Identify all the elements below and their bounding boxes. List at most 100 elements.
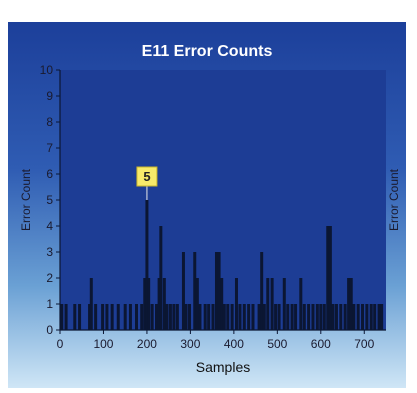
bar <box>64 304 68 330</box>
y-tick-label: 9 <box>46 89 53 103</box>
bar <box>217 252 221 330</box>
peak-annotation: 5 <box>136 166 158 200</box>
bar <box>198 304 202 330</box>
y-ticks-group: 0 1 2 3 4 5 6 7 8 9 10 <box>40 63 60 337</box>
x-ticks-group: 0 100 200 300 400 500 600 700 <box>57 330 375 351</box>
bar <box>352 304 356 330</box>
y-tick-label: 3 <box>46 245 53 259</box>
annotation-label: 5 <box>143 169 150 184</box>
y-tick-label: 8 <box>46 115 53 129</box>
bar <box>188 304 192 330</box>
x-axis-label: Samples <box>196 359 250 375</box>
bar <box>315 304 319 330</box>
bar <box>290 304 294 330</box>
y-tick-label: 1 <box>46 297 53 311</box>
bar <box>307 304 311 330</box>
y-tick-label: 6 <box>46 167 53 181</box>
x-tick-label: 600 <box>311 337 331 351</box>
y-axis-label-right: Error Count <box>387 168 401 231</box>
y-tick-label: 5 <box>46 193 53 207</box>
bar <box>356 304 360 330</box>
bar <box>135 304 138 330</box>
bar <box>299 278 303 330</box>
y-tick-label: 7 <box>46 141 53 155</box>
bar <box>195 278 199 330</box>
bar <box>168 304 172 330</box>
bar <box>175 304 179 330</box>
y-tick-label: 0 <box>46 323 53 337</box>
bar <box>101 304 105 330</box>
bars-group <box>60 200 384 330</box>
bar <box>143 278 147 330</box>
bar <box>128 304 132 330</box>
bar <box>260 252 264 330</box>
y-tick-label: 4 <box>46 219 53 233</box>
y-tick-label: 2 <box>46 271 53 285</box>
bar <box>159 226 163 330</box>
bar <box>377 304 381 330</box>
bar <box>347 278 351 330</box>
bar <box>369 304 373 330</box>
bar <box>162 278 166 330</box>
bar <box>147 278 151 330</box>
bar <box>193 252 197 330</box>
bar <box>274 304 278 330</box>
bar <box>326 226 330 330</box>
bar <box>294 304 298 330</box>
bar <box>220 278 224 330</box>
x-tick-label: 400 <box>224 337 244 351</box>
error-count-chart: E11 Error Counts 0 1 2 3 4 5 6 7 8 9 10 0 100 200 300… <box>19 43 401 375</box>
bar <box>302 304 306 330</box>
bar <box>89 278 93 330</box>
x-tick-label: 0 <box>57 337 64 351</box>
bar <box>172 304 176 330</box>
bar <box>349 278 353 330</box>
x-tick-label: 100 <box>93 337 113 351</box>
bar <box>319 304 323 330</box>
bar <box>157 278 161 330</box>
bar <box>60 304 64 330</box>
bar <box>380 304 384 330</box>
bar <box>226 304 230 330</box>
chart-title: E11 Error Counts <box>142 43 273 60</box>
bar <box>140 304 144 330</box>
annotation-box <box>136 166 158 187</box>
bar <box>150 304 154 330</box>
bar <box>234 278 238 330</box>
bar <box>105 304 109 330</box>
bar <box>145 200 149 330</box>
bar <box>73 304 77 330</box>
bar <box>155 304 158 330</box>
bar <box>181 252 185 330</box>
y-tick-label: 10 <box>40 63 54 77</box>
bar <box>365 304 369 330</box>
bar <box>286 304 290 330</box>
x-tick-label: 500 <box>267 337 287 351</box>
bar <box>339 304 343 330</box>
x-tick-label: 200 <box>137 337 157 351</box>
bar <box>94 304 98 330</box>
bar <box>331 304 335 330</box>
bar <box>270 278 274 330</box>
bar <box>184 304 188 330</box>
bar <box>373 304 377 330</box>
bar <box>110 304 114 330</box>
chart-panel: E11 Error Counts 0 1 2 3 4 5 6 7 8 9 10 0 100 200 300… <box>8 22 406 388</box>
bar <box>211 304 215 330</box>
bar <box>238 304 242 330</box>
bar <box>311 304 315 330</box>
bar <box>328 226 332 330</box>
bar <box>266 278 270 330</box>
bar <box>262 304 266 330</box>
bar <box>251 304 255 330</box>
bar <box>277 304 281 330</box>
bar <box>247 304 251 330</box>
bar <box>88 304 92 330</box>
bar <box>322 304 326 330</box>
bar <box>334 304 338 330</box>
bar <box>123 304 127 330</box>
x-tick-label: 300 <box>180 337 200 351</box>
bar <box>116 304 120 330</box>
bar <box>214 252 218 330</box>
bar <box>282 278 286 330</box>
